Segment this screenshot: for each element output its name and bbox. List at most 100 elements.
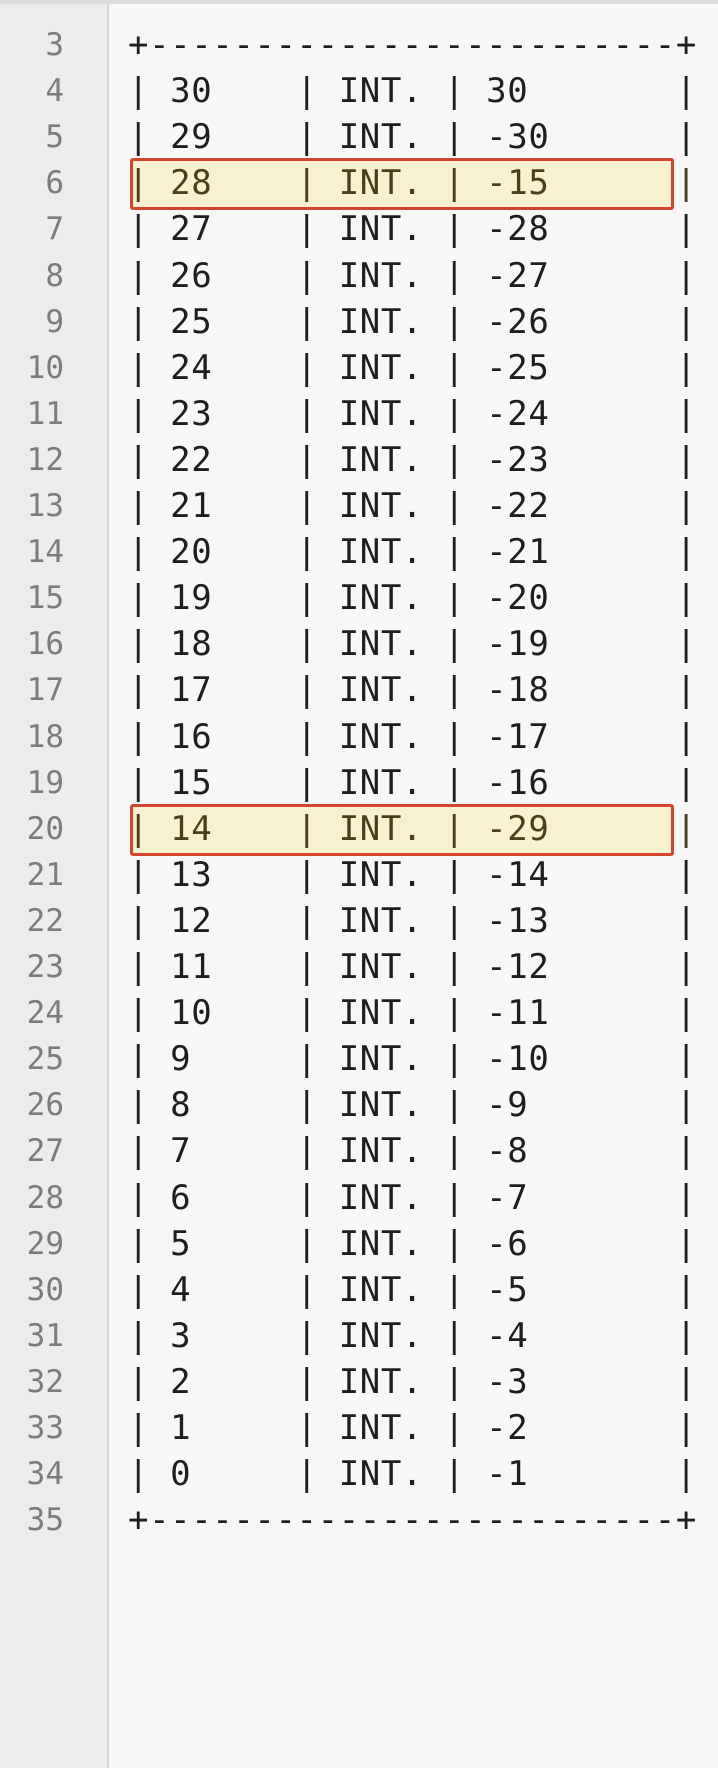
line-number: 14 — [26, 534, 64, 571]
code-line[interactable]: 32 | 2 | INT. | -3 | — [0, 1356, 718, 1408]
line-text: | 15 | INT. | -16 | — [128, 762, 697, 803]
code-line[interactable]: 18 | 16 | INT. | -17 | — [0, 711, 718, 763]
line-text: | 2 | INT. | -3 | — [128, 1361, 697, 1402]
line-number: 6 — [45, 165, 64, 202]
code-line[interactable]: 8 | 26 | INT. | -27 | — [0, 250, 718, 302]
line-highlight-box — [130, 158, 674, 211]
code-line[interactable]: 34 | 0 | INT. | -1 | — [0, 1448, 718, 1500]
line-text: | 20 | INT. | -21 | — [128, 532, 697, 573]
line-text: +-------------------------+ — [128, 25, 697, 65]
code-line[interactable]: 7 | 27 | INT. | -28 | — [0, 203, 718, 255]
line-number: 12 — [26, 441, 64, 478]
line-text: | 23 | INT. | -24 | — [128, 393, 697, 434]
code-line[interactable]: 5 | 29 | INT. | -30 | — [0, 111, 718, 163]
code-line[interactable]: 14 | 20 | INT. | -21 | — [0, 526, 718, 578]
line-number: 10 — [26, 349, 64, 386]
line-number: 19 — [26, 764, 64, 801]
code-line[interactable]: 3 +-------------------------+ — [0, 19, 718, 71]
line-text: | 22 | INT. | -23 | — [128, 439, 697, 480]
line-number: 26 — [26, 1087, 64, 1124]
line-text: | 6 | INT. | -7 | — [128, 1177, 697, 1218]
line-text: | 4 | INT. | -5 | — [128, 1269, 697, 1310]
line-number: 20 — [26, 810, 64, 847]
top-divider — [0, 0, 718, 4]
code-line[interactable]: 33 | 1 | INT. | -2 | — [0, 1402, 718, 1454]
code-line[interactable]: 24 | 10 | INT. | -11 | — [0, 987, 718, 1039]
line-text: | 11 | INT. | -12 | — [128, 947, 697, 987]
line-text: | 8 | INT. | -9 | — [128, 1085, 697, 1126]
code-line[interactable]: 17 | 17 | INT. | -18 | — [0, 664, 718, 716]
line-text: | 14 | INT. | -29 | — [128, 808, 697, 849]
line-number: 31 — [26, 1317, 64, 1354]
line-number: 22 — [26, 902, 64, 939]
line-text: | 26 | INT. | -27 | — [128, 255, 697, 296]
code-line[interactable]: 28 | 6 | INT. | -7 | — [0, 1172, 718, 1224]
line-text: | 10 | INT. | -11 | — [128, 993, 697, 1034]
line-text: | 21 | INT. | -22 | — [128, 486, 697, 526]
line-number-gutter — [0, 4, 109, 1768]
line-number: 3 — [45, 27, 64, 63]
line-number: 25 — [26, 1041, 64, 1078]
line-number: 15 — [26, 580, 64, 617]
code-line[interactable]: 9 | 25 | INT. | -26 | — [0, 296, 718, 348]
line-text: | 27 | INT. | -28 | — [128, 209, 697, 250]
line-number: 32 — [26, 1363, 64, 1400]
line-highlight-box — [130, 803, 674, 856]
line-text: | 13 | INT. | -14 | — [128, 854, 697, 895]
line-text: | 25 | INT. | -26 | — [128, 301, 697, 342]
code-line[interactable]: 30 | 4 | INT. | -5 | — [0, 1264, 718, 1316]
code-line[interactable]: 21 | 13 | INT. | -14 | — [0, 849, 718, 901]
line-text: | 0 | INT. | -1 | — [128, 1454, 697, 1495]
code-line[interactable]: 13 | 21 | INT. | -22 | — [0, 480, 718, 532]
line-number: 9 — [45, 303, 64, 340]
line-text: | 3 | INT. | -4 | — [128, 1315, 697, 1356]
line-number: 34 — [26, 1456, 64, 1493]
code-line[interactable]: 29 | 5 | INT. | -6 | — [0, 1218, 718, 1270]
code-line[interactable]: 16 | 18 | INT. | -19 | — [0, 618, 718, 670]
code-line[interactable]: 10 | 24 | INT. | -25 | — [0, 342, 718, 394]
code-line[interactable]: 15 | 19 | INT. | -20 | — [0, 572, 718, 624]
line-number: 27 — [26, 1133, 64, 1170]
line-number: 28 — [26, 1179, 64, 1216]
line-text: | 18 | INT. | -19 | — [128, 624, 697, 665]
highlighted-code-line[interactable]: 6 | 28 | INT. | -15 | — [0, 157, 718, 211]
line-text: | 12 | INT. | -13 | — [128, 900, 697, 941]
line-text: | 17 | INT. | -18 | — [128, 670, 697, 711]
line-text: | 1 | INT. | -2 | — [128, 1408, 697, 1448]
line-number: 21 — [26, 856, 64, 893]
line-text: | 16 | INT. | -17 | — [128, 716, 697, 757]
code-line[interactable]: 11 | 23 | INT. | -24 | — [0, 388, 718, 440]
line-number: 24 — [26, 995, 64, 1032]
code-line[interactable]: 19 | 15 | INT. | -16 | — [0, 757, 718, 809]
code-line[interactable]: 31 | 3 | INT. | -4 | — [0, 1310, 718, 1362]
line-number: 8 — [45, 257, 64, 294]
code-line[interactable]: 35 +-------------------------+ — [0, 1494, 718, 1546]
line-number: 23 — [26, 949, 64, 985]
highlighted-code-line[interactable]: 20 | 14 | INT. | -29 | — [0, 803, 718, 856]
line-text: | 29 | INT. | -30 | — [128, 117, 697, 158]
line-text: | 5 | INT. | -6 | — [128, 1223, 697, 1264]
line-number: 5 — [45, 119, 64, 156]
code-line[interactable]: 27 | 7 | INT. | -8 | — [0, 1125, 718, 1177]
code-line[interactable]: 26 | 8 | INT. | -9 | — [0, 1079, 718, 1131]
code-line[interactable]: 4 | 30 | INT. | 30 | — [0, 65, 718, 117]
code-line[interactable]: 25 | 9 | INT. | -10 | — [0, 1033, 718, 1085]
line-text: | 19 | INT. | -20 | — [128, 578, 697, 619]
line-number: 33 — [26, 1410, 64, 1446]
line-text: | 9 | INT. | -10 | — [128, 1039, 697, 1080]
line-number: 35 — [26, 1502, 64, 1539]
line-text: | 30 | INT. | 30 | — [128, 71, 697, 112]
line-text: | 28 | INT. | -15 | — [128, 163, 697, 204]
line-number: 16 — [26, 626, 64, 663]
line-number: 11 — [26, 395, 64, 432]
line-number: 29 — [26, 1225, 64, 1262]
line-number: 13 — [26, 488, 64, 524]
line-text: | 24 | INT. | -25 | — [128, 347, 697, 388]
code-line[interactable]: 12 | 22 | INT. | -23 | — [0, 434, 718, 486]
line-number: 30 — [26, 1271, 64, 1308]
line-number: 17 — [26, 672, 64, 709]
code-line[interactable]: 22 | 12 | INT. | -13 | — [0, 895, 718, 947]
code-line[interactable]: 23 | 11 | INT. | -12 | — [0, 941, 718, 993]
line-number: 7 — [45, 211, 64, 248]
